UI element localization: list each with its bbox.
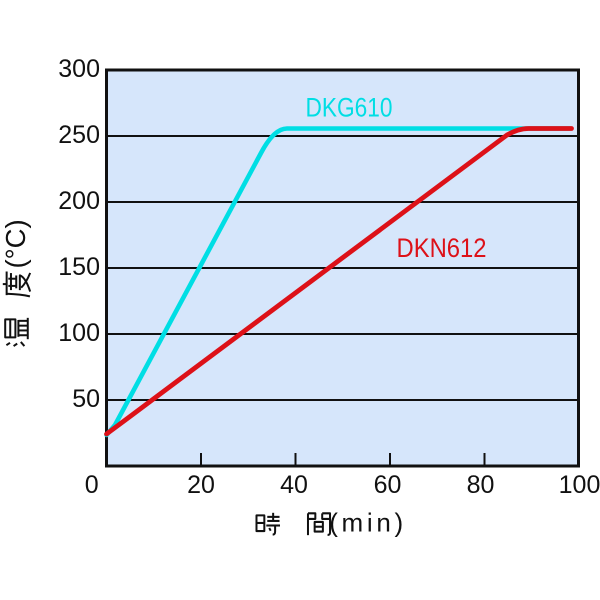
svg-text:(°C): (°C) [0, 219, 31, 268]
svg-text:DKG610: DKG610 [306, 92, 393, 122]
svg-text:300: 300 [58, 55, 100, 83]
svg-text:20: 20 [187, 471, 215, 499]
svg-text:40: 40 [280, 471, 308, 499]
svg-text:100: 100 [58, 319, 100, 347]
svg-text:150: 150 [58, 253, 100, 281]
svg-text:80: 80 [467, 471, 495, 499]
svg-text:60: 60 [374, 471, 402, 499]
svg-text:0: 0 [85, 471, 99, 499]
svg-text:200: 200 [58, 187, 100, 215]
svg-text:DKN612: DKN612 [397, 233, 487, 263]
svg-text:100: 100 [559, 471, 600, 499]
svg-text:50: 50 [72, 385, 100, 413]
svg-text:250: 250 [58, 121, 100, 149]
